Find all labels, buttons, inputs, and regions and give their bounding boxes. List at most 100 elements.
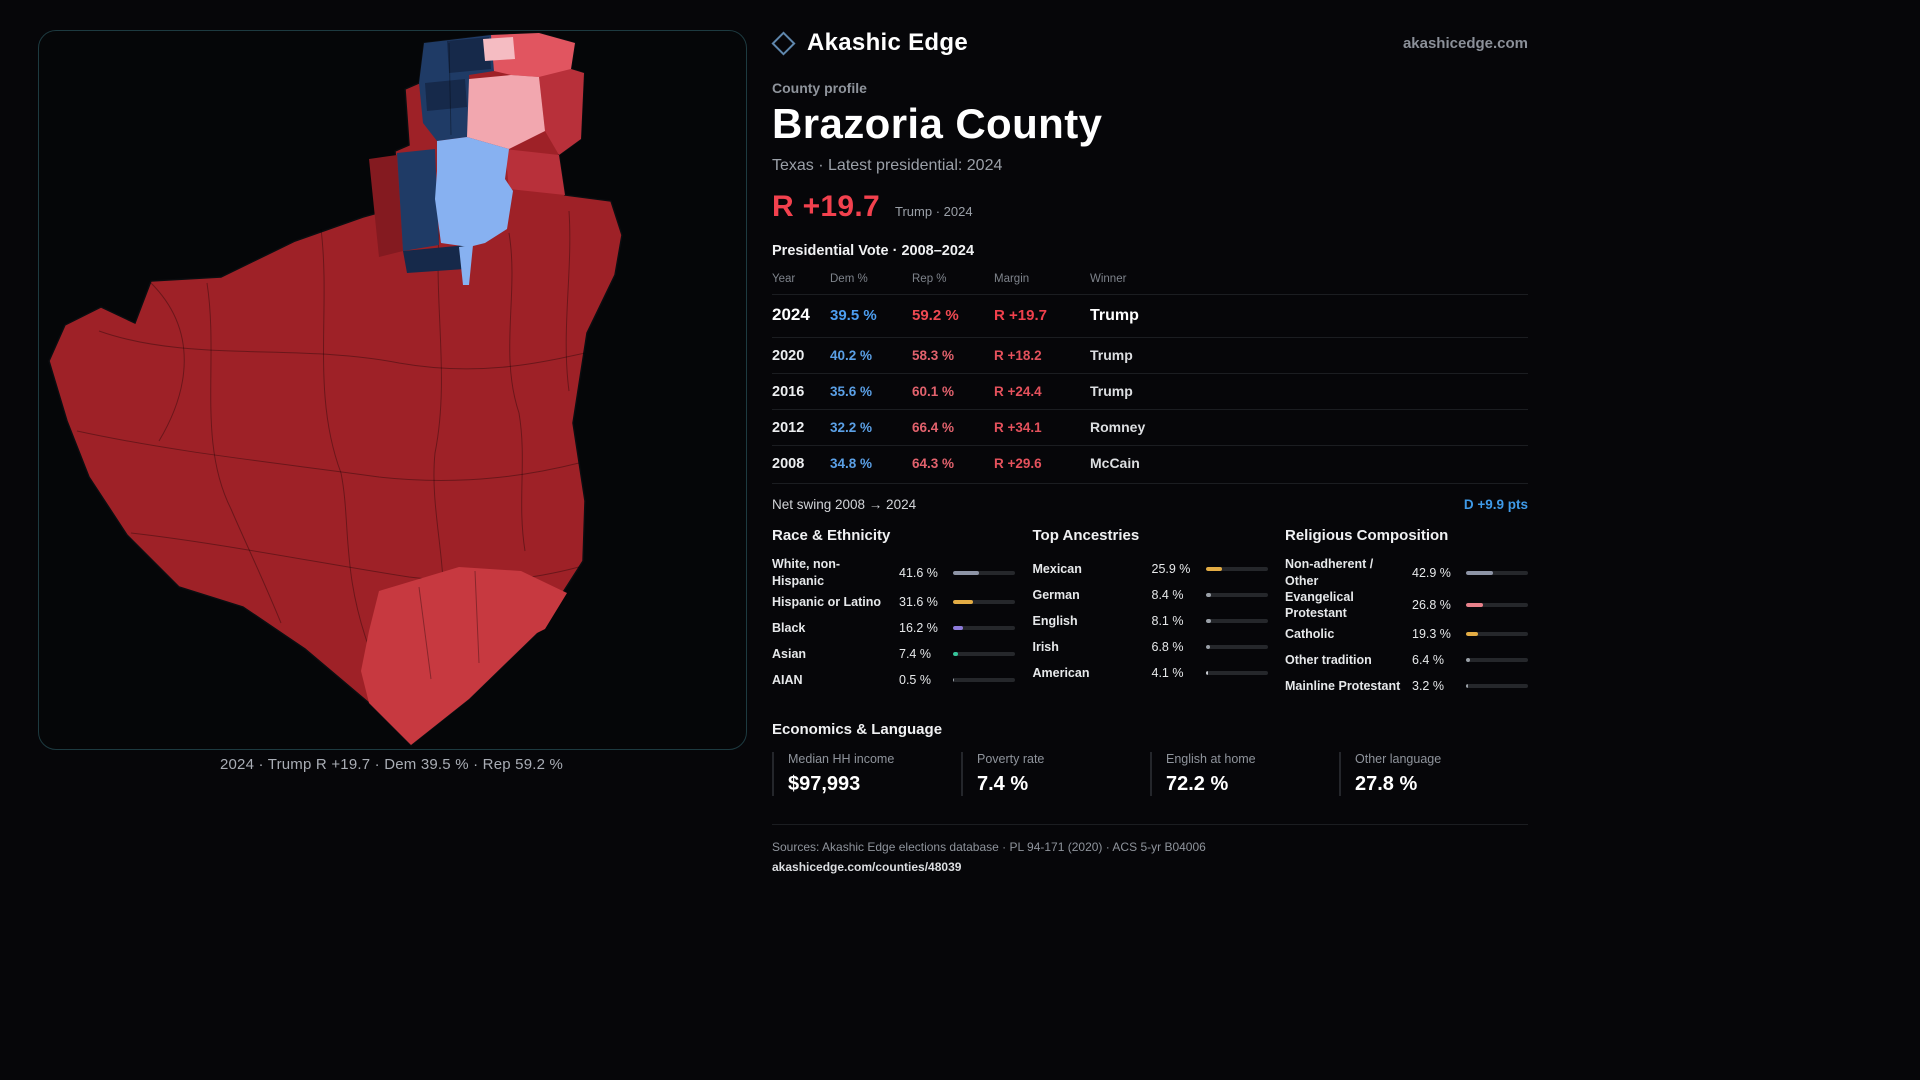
list-item: Evangelical Protestant 26.8 %: [1285, 589, 1528, 622]
margin-context: Trump · 2024: [895, 204, 973, 220]
demo-label: German: [1032, 588, 1080, 603]
mini-bar: [953, 677, 1015, 682]
stat-value: 27.8 %: [1355, 773, 1418, 796]
list-item: English 8.1 %: [1033, 608, 1268, 634]
list-item: White, non-Hispanic 41.6 %: [772, 556, 1015, 589]
demo-value: 8.4 %: [1151, 588, 1184, 603]
profile-content: Akashic Edge akashicedge.com County prof…: [771, 26, 1528, 875]
stat-value: 72.2 %: [1166, 773, 1229, 796]
cell-margin: R +19.7: [994, 307, 1047, 325]
list-item: Asian 7.4 %: [772, 641, 1015, 667]
stat-block: Median HH income $97,993: [772, 752, 961, 797]
cell-dem: 34.8 %: [830, 456, 873, 472]
demo-label: AIAN: [772, 672, 803, 687]
demo-value: 16.2 %: [899, 620, 938, 635]
list-item: Mainline Protestant 3.2 %: [1285, 673, 1528, 699]
ancestries-column: Top Ancestries Mexican 25.9 % German 8.4…: [1033, 527, 1268, 699]
county-precinct-map: [48, 32, 623, 747]
mini-bar: [953, 599, 1015, 604]
permalink-link[interactable]: akashicedge.com/counties/48039: [772, 860, 962, 875]
cell-rep: 59.2 %: [912, 307, 959, 325]
table-row: 2016 35.6 % 60.1 % R +24.4 Trump: [772, 373, 1528, 409]
list-item: Irish 6.8 %: [1033, 634, 1268, 660]
cell-margin: R +34.1: [994, 420, 1042, 436]
stat-block: Poverty rate 7.4 %: [961, 752, 1150, 797]
demo-label: Evangelical Protestant: [1285, 589, 1354, 621]
list-item: Non-adherent / Other 42.9 %: [1285, 556, 1528, 589]
mini-bar: [1205, 619, 1268, 624]
demo-value: 4.1 %: [1151, 666, 1184, 681]
demo-value: 0.5 %: [899, 672, 931, 687]
race-ethnicity-column: Race & Ethnicity White, non-Hispanic 41.…: [772, 527, 1015, 699]
cell-dem: 35.6 %: [830, 384, 873, 400]
demo-value: 6.4 %: [1412, 653, 1444, 668]
cell-margin: R +24.4: [994, 384, 1042, 400]
demographics-section: Race & Ethnicity White, non-Hispanic 41.…: [772, 527, 1528, 699]
col-dem: Dem %: [830, 273, 868, 286]
list-item: American 4.1 %: [1033, 660, 1268, 686]
mini-bar: [1466, 684, 1528, 689]
cell-winner: Trump: [1090, 347, 1133, 364]
vote-table-header: Year Dem % Rep % Margin Winner: [772, 269, 1528, 296]
cell-dem: 39.5 %: [830, 307, 877, 325]
list-item: Black 16.2 %: [772, 615, 1015, 641]
economics-grid: Median HH income $97,993 Poverty rate 7.…: [772, 752, 1528, 797]
religion-column: Religious Composition Non-adherent / Oth…: [1285, 527, 1528, 699]
demo-value: 31.6 %: [899, 594, 938, 609]
brand-diamond-icon: [771, 30, 796, 56]
cell-margin: R +18.2: [994, 348, 1042, 364]
demo-label: Asian: [772, 646, 807, 661]
mini-bar: [953, 651, 1015, 656]
header: Akashic Edge akashicedge.com: [771, 26, 1528, 60]
demo-value: 41.6 %: [899, 565, 938, 580]
stat-block: Other language 27.8 %: [1339, 752, 1528, 797]
cell-rep: 66.4 %: [912, 420, 955, 436]
demo-value: 26.8 %: [1412, 598, 1451, 613]
cell-winner: McCain: [1090, 455, 1140, 472]
net-swing-label: Net swing 2008 → 2024: [772, 497, 917, 513]
stat-label: Poverty rate: [977, 752, 1045, 767]
map-dem-precincts: [397, 35, 494, 273]
table-row: 2012 32.2 % 66.4 % R +34.1 Romney: [772, 409, 1528, 445]
list-item: Mexican 25.9 %: [1033, 556, 1268, 582]
mini-bar: [1205, 593, 1268, 598]
net-swing-row: Net swing 2008 → 2024 D +9.9 pts: [772, 483, 1528, 512]
mini-bar: [1466, 603, 1528, 608]
demo-label: American: [1032, 666, 1090, 681]
demo-label: Mainline Protestant: [1285, 679, 1401, 694]
table-row: 2020 40.2 % 58.3 % R +18.2 Trump: [772, 337, 1528, 373]
demo-label: Hispanic or Latino: [772, 594, 882, 609]
net-swing-value: D +9.9 pts: [1463, 497, 1528, 513]
mini-bar: [1466, 632, 1528, 637]
demo-label: Catholic: [1285, 627, 1335, 642]
cell-winner: Trump: [1090, 383, 1133, 400]
vote-table-title: Presidential Vote · 2008–2024: [772, 243, 975, 260]
demo-value: 25.9 %: [1151, 562, 1191, 577]
stat-block: English at home 72.2 %: [1150, 752, 1339, 797]
stat-value: $97,993: [788, 773, 861, 796]
mini-bar: [1466, 570, 1528, 575]
headline-margin: R +19.7 Trump · 2024: [772, 190, 1528, 224]
cell-winner: Trump: [1090, 307, 1139, 325]
brand: Akashic Edge: [771, 29, 968, 57]
demo-value: 7.4 %: [899, 646, 931, 661]
stat-label: Median HH income: [788, 752, 895, 767]
cell-year: 2020: [772, 348, 805, 365]
cell-year: 2008: [772, 456, 805, 473]
cell-year: 2024: [772, 305, 810, 325]
map-lean-dem-precinct: [435, 137, 513, 285]
demo-value: 8.1 %: [1151, 614, 1184, 629]
mini-bar: [953, 570, 1015, 575]
cell-year: 2016: [772, 384, 805, 401]
mini-bar: [1205, 567, 1268, 572]
table-row: 2008 34.8 % 64.3 % R +29.6 McCain: [772, 445, 1528, 481]
table-row: 2024 39.5 % 59.2 % R +19.7 Trump: [772, 295, 1528, 337]
col-rep: Rep %: [912, 273, 947, 286]
demo-label: Black: [772, 620, 806, 635]
map-precinct-boundaries: [76, 210, 586, 654]
site-domain-link[interactable]: akashicedge.com: [1402, 34, 1528, 52]
col-margin: Margin: [994, 273, 1030, 286]
stat-label: Other language: [1355, 752, 1442, 767]
demo-label: Other tradition: [1285, 653, 1372, 668]
